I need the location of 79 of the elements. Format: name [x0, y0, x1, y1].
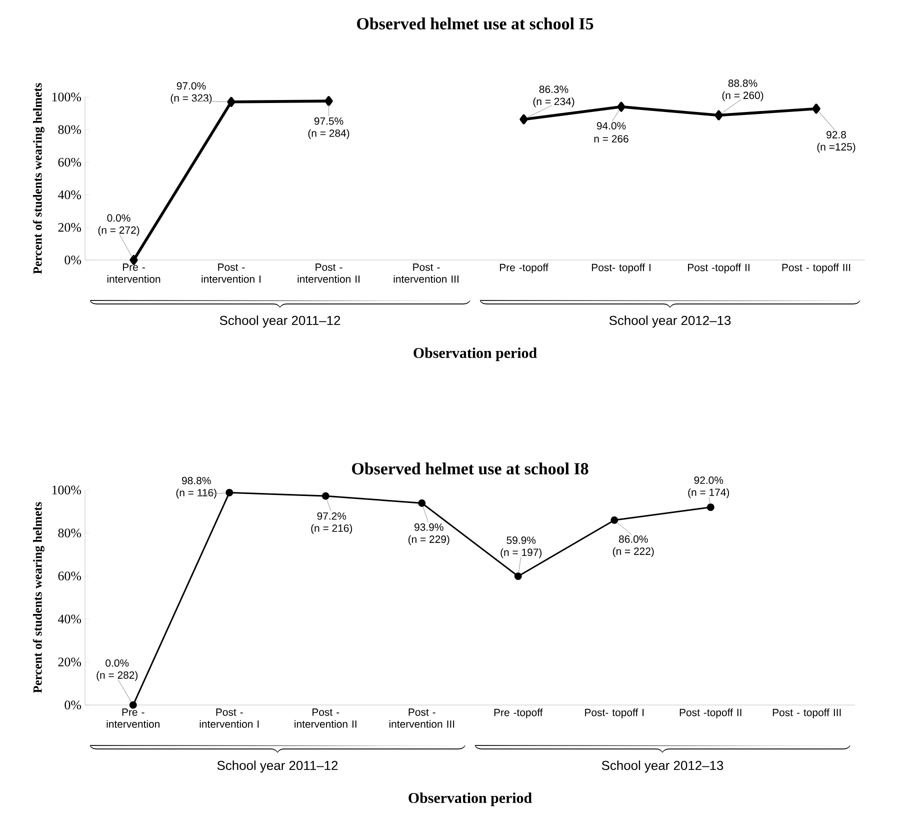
data-label: 92.0% [694, 476, 724, 484]
annotation: (n = 272) [98, 226, 140, 236]
text: School year 2012–13 [602, 760, 724, 773]
y-tick-label: 80% [58, 528, 82, 538]
data-label: 97.5% [314, 117, 344, 125]
annotation: (n = 116) [176, 488, 216, 498]
annotation: (n = 197) [500, 548, 542, 558]
x-axis-title: Observation period [414, 348, 537, 362]
y-tick-label: 60% [58, 572, 82, 580]
x-tick-label: Post - topoff III [782, 264, 850, 274]
annotation: (n = 284) [308, 129, 350, 139]
point [520, 114, 528, 124]
point [418, 499, 426, 507]
y-axis-title: Percent of students wearing helmets [32, 502, 44, 693]
data-label: 86.0% [618, 535, 648, 543]
data-label: 59.9% [506, 536, 536, 544]
point [227, 96, 236, 107]
annotation: (n =125) [817, 142, 856, 153]
point [129, 701, 137, 709]
data-label: 93.9% [414, 523, 444, 531]
data-label: 86.3% [539, 86, 568, 94]
point [706, 503, 714, 511]
point [714, 110, 723, 120]
y-tick-label: 40% [58, 614, 82, 624]
x-tick-label: Post - intervention I [202, 264, 261, 283]
y-tick-label: 100% [52, 92, 82, 102]
annotation: (n = 323) [170, 94, 212, 104]
data-label: 97.2% [317, 512, 346, 520]
annotation: (n = 216) [311, 524, 352, 534]
y-tick-label: 0% [64, 700, 82, 710]
y-tick-label: 60% [58, 158, 82, 167]
data-label: 88.8% [728, 80, 758, 87]
text: School year 2011–12 [217, 760, 338, 773]
x-tick-label: Post - intervention III [394, 264, 458, 283]
x-tick-label: Pre - intervention [107, 264, 160, 283]
point [322, 492, 330, 500]
x-tick-label: Post - topoff III [772, 708, 841, 718]
data-label: 0.0% [107, 214, 130, 222]
y-tick-label: 0% [64, 256, 82, 264]
x-tick-label: Post - intervention II [294, 708, 356, 728]
x-tick-label: Post - intervention I [200, 708, 259, 728]
annotation: n = 266 [594, 135, 628, 142]
annotation: (n = 282) [96, 671, 138, 681]
y-tick-label: 80% [58, 125, 82, 134]
data-label: 92.8 [826, 131, 846, 138]
point [610, 516, 618, 524]
point [226, 488, 234, 496]
data-label: 98.8% [182, 476, 211, 484]
point [324, 96, 333, 106]
point [617, 102, 626, 112]
data-label: 94.0% [596, 122, 626, 130]
annotation: (n = 229) [408, 535, 450, 546]
x-tick-label: Post - intervention II [298, 264, 360, 283]
y-tick-label: 20% [58, 223, 82, 232]
text: School year 2012–13 [609, 316, 731, 328]
x-tick-label: Pre -topoff [494, 708, 543, 718]
text: School year 2011–12 [220, 316, 340, 328]
annotation: (n = 174) [688, 488, 730, 498]
point [514, 572, 522, 580]
y-tick-label: 100% [52, 486, 82, 494]
x-tick-label: Post- topoff I [585, 708, 644, 718]
x-tick-label: Pre - intervention [106, 708, 160, 728]
y-axis-title: Percent of students wearing helmets [32, 83, 44, 274]
annotation: (n = 234) [533, 97, 574, 108]
x-tick-label: Post -topoff II [680, 708, 742, 718]
x-axis-title: Observation period [408, 792, 532, 806]
annotation: (n = 260) [722, 91, 764, 102]
data-label: 97.0% [176, 82, 206, 90]
chart-title: Observed helmet use at school I5 [357, 18, 594, 30]
x-tick-label: Pre -topoff [500, 264, 548, 274]
x-tick-label: Post - intervention III [389, 708, 454, 728]
point [812, 104, 820, 114]
y-tick-label: 20% [58, 658, 82, 666]
x-tick-label: Post -topoff II [688, 264, 750, 274]
annotation: (n = 222) [612, 547, 654, 557]
chart-title: Observed helmet use at school I8 [352, 462, 588, 475]
data-label: 0.0% [106, 659, 129, 667]
y-tick-label: 40% [58, 190, 82, 200]
x-tick-label: Post- topoff I [592, 264, 650, 274]
